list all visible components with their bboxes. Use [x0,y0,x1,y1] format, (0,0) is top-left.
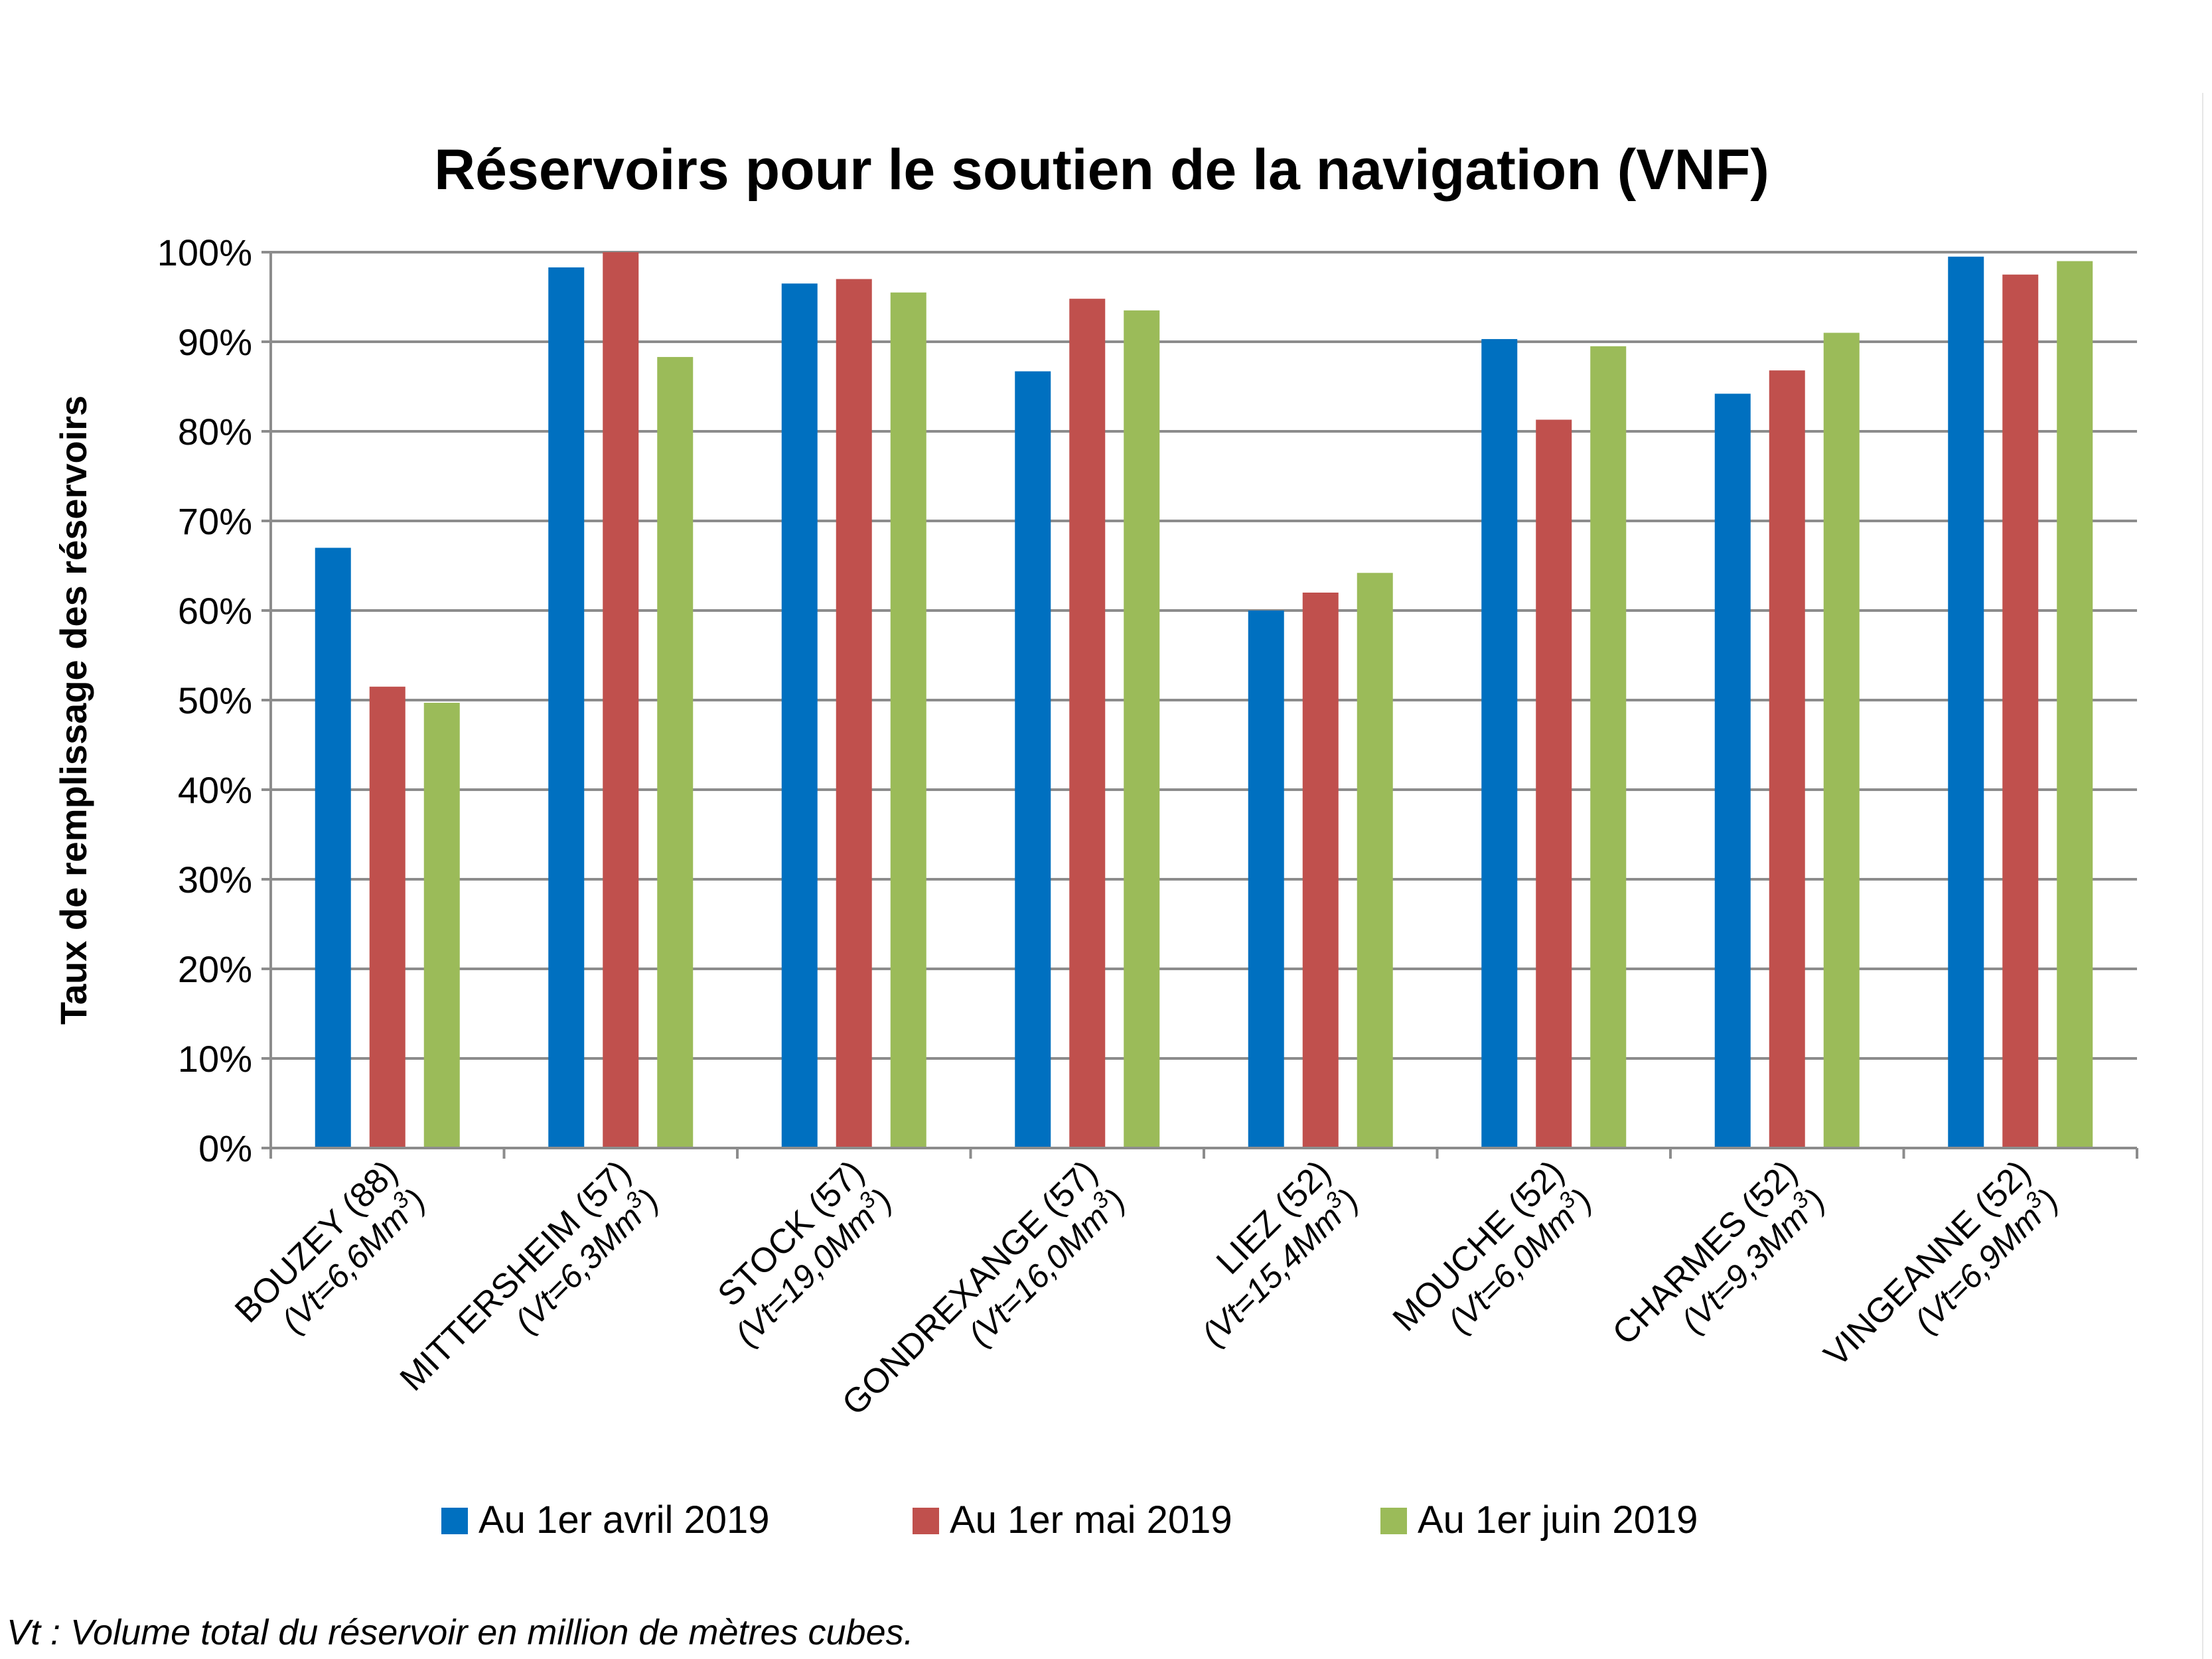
y-tick-label: 10% [178,1038,252,1080]
x-tick-label: VINGEANNE (52)(Vt=6,9Mm3) [1817,1153,2066,1374]
y-tick-label: 0% [198,1127,252,1169]
footnote: Vt : Volume total du réservoir en millio… [7,1613,914,1652]
y-axis-label: Taux de remplissage des réservoirs [52,396,94,1025]
y-tick-label: 80% [178,411,252,453]
bar [1302,593,1339,1148]
bar [1069,299,1106,1149]
bar [1015,371,1051,1148]
x-tick-label: MOUCHE (52)(Vt=6,0Mm3) [1386,1153,1599,1340]
x-tick-label: CHARMES (52)(Vt=9,3Mm3) [1605,1153,1832,1352]
bar [2057,261,2093,1148]
bar [1948,256,1984,1148]
chart-title: Réservoirs pour le soutien de la navigat… [434,138,1769,202]
bar [657,356,694,1149]
bar [369,686,406,1148]
bar [603,252,639,1148]
y-tick-label: 30% [178,859,252,901]
x-tick-label: LIEZ (52)(Vt=15,4Mm3) [1195,1153,1366,1352]
y-tick-label: 50% [178,680,252,721]
y-tick-label: 90% [178,321,252,363]
y-tick-label: 40% [178,769,252,811]
y-axis-ticks: 0% 10% 20% 30% 40% 50% 60% 70% 80% 90% 100% [157,232,252,1169]
bar [781,283,818,1148]
bar [2002,274,2039,1148]
bar [1536,419,1572,1149]
bar [1714,394,1751,1148]
bar [1481,338,1518,1149]
bar [548,267,585,1149]
category-name: MITTERSHEIM (57) [393,1153,638,1398]
legend-swatch [441,1508,468,1534]
bar [315,547,351,1148]
axes [261,251,2138,1159]
x-tick-label: BOUZEY (88)(Vt=6,6Mm3) [228,1153,433,1340]
y-tick-label: 100% [157,232,252,273]
y-tick-label: 20% [178,948,252,990]
right-edge-divider [2202,93,2203,1659]
legend: Au 1er avril 2019 Au 1er mai 2019 Au 1er j… [441,1498,1698,1542]
bar [423,703,460,1148]
legend-swatch [913,1508,939,1534]
legend-label: Au 1er juin 2019 [1418,1498,1698,1542]
y-tick-label: 70% [178,500,252,542]
bars [315,252,2093,1149]
bar [836,279,872,1148]
bar [1590,346,1627,1148]
x-tick-label: STOCK (57)(Vt=19,0Mm3) [711,1153,899,1352]
x-axis-labels: BOUZEY (88)(Vt=6,6Mm3)MITTERSHEIM (57)(V… [228,1153,2066,1423]
legend-swatch [1380,1508,1407,1534]
bar [1248,611,1284,1148]
y-tick-label: 60% [178,590,252,632]
x-tick-label: MITTERSHEIM (57)(Vt=6,3Mm3) [393,1153,666,1398]
bar [1357,573,1393,1148]
bar [1124,310,1160,1148]
bar [890,292,926,1148]
legend-label: Au 1er mai 2019 [950,1498,1232,1542]
bar [1769,370,1805,1149]
bar [1823,332,1860,1148]
legend-label: Au 1er avril 2019 [479,1498,769,1542]
